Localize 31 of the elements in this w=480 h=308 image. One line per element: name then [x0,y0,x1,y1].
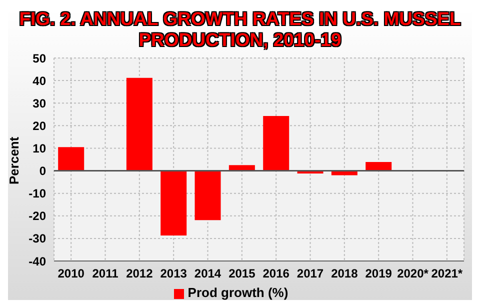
x-tick-label: 2021* [431,266,463,281]
bar [263,116,290,171]
bar [160,170,187,236]
y-tick-label: -10 [28,186,46,201]
x-tick-label: 2020* [397,266,429,281]
y-tick-label: 0 [39,164,46,178]
x-tick-label: 2015 [228,266,256,281]
y-tick-label: 10 [32,141,46,156]
y-axis-title: Percent [6,136,22,184]
bar [126,78,152,171]
x-tick-label: 2010 [58,266,85,281]
x-tick-label: 2019 [365,266,392,281]
legend-label: Prod growth (%) [188,285,288,300]
x-tick-label: 2017 [296,266,324,281]
x-tick-label: 2018 [331,266,358,281]
x-tick-label: 2012 [126,266,154,281]
y-tick-label: 40 [32,74,46,88]
y-tick-label: -20 [28,209,46,224]
x-tick-label: 2014 [194,266,222,281]
bar [194,170,221,220]
x-tick-label: 2016 [262,266,290,281]
bar [58,147,84,171]
y-tick-label: 30 [32,96,46,110]
y-tick-label: 50 [32,51,46,66]
x-tick-label: 2011 [92,266,119,281]
y-tick-label: -40 [28,254,46,268]
bar [366,162,392,171]
x-tick-label: 2013 [160,266,188,281]
chart-title: FIG. 2. ANNUAL GROWTH RATES IN U.S. MUSSEL PRODUCTION, 2010-19 [18,8,462,50]
y-tick-label: 20 [32,118,46,133]
y-tick-label: -30 [28,232,46,246]
